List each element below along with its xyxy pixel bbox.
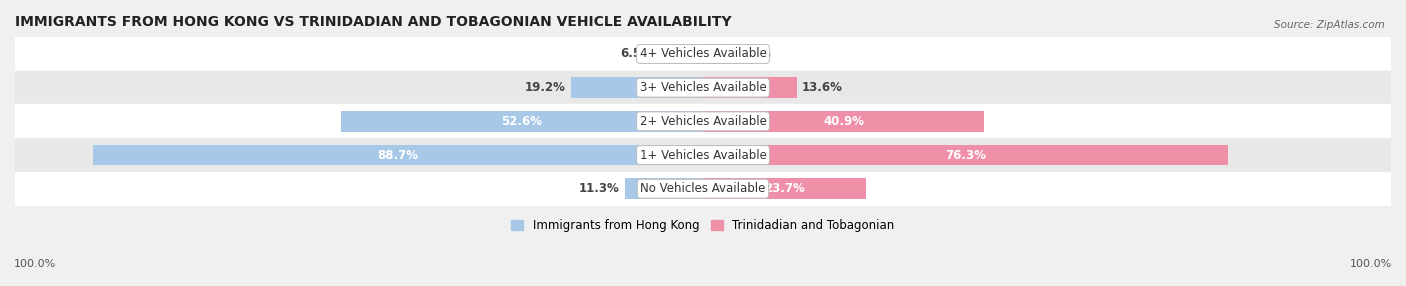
Text: 11.3%: 11.3% [579, 182, 620, 195]
Bar [15, 138, 1391, 172]
Text: 4.3%: 4.3% [738, 47, 770, 60]
Text: 40.9%: 40.9% [823, 115, 865, 128]
Text: 52.6%: 52.6% [502, 115, 543, 128]
Text: 2+ Vehicles Available: 2+ Vehicles Available [640, 115, 766, 128]
Text: 4+ Vehicles Available: 4+ Vehicles Available [640, 47, 766, 60]
Text: 76.3%: 76.3% [945, 148, 986, 162]
Text: 13.6%: 13.6% [801, 81, 844, 94]
Text: 23.7%: 23.7% [763, 182, 804, 195]
Bar [15, 37, 1391, 71]
Bar [571, 77, 703, 98]
Text: 100.0%: 100.0% [14, 259, 56, 269]
Bar [703, 178, 866, 199]
Text: 3+ Vehicles Available: 3+ Vehicles Available [640, 81, 766, 94]
Bar [703, 77, 797, 98]
Bar [703, 145, 1227, 166]
Text: 6.5%: 6.5% [620, 47, 652, 60]
Text: No Vehicles Available: No Vehicles Available [640, 182, 766, 195]
Bar [93, 145, 703, 166]
Bar [342, 111, 703, 132]
Text: 100.0%: 100.0% [1350, 259, 1392, 269]
Text: 19.2%: 19.2% [524, 81, 565, 94]
Bar [703, 43, 733, 64]
Text: Source: ZipAtlas.com: Source: ZipAtlas.com [1274, 20, 1385, 30]
Legend: Immigrants from Hong Kong, Trinidadian and Tobagonian: Immigrants from Hong Kong, Trinidadian a… [506, 214, 900, 237]
Text: IMMIGRANTS FROM HONG KONG VS TRINIDADIAN AND TOBAGONIAN VEHICLE AVAILABILITY: IMMIGRANTS FROM HONG KONG VS TRINIDADIAN… [15, 15, 731, 29]
Text: 1+ Vehicles Available: 1+ Vehicles Available [640, 148, 766, 162]
Bar [15, 71, 1391, 104]
Bar [15, 172, 1391, 206]
Text: 88.7%: 88.7% [377, 148, 419, 162]
Bar [658, 43, 703, 64]
Bar [15, 104, 1391, 138]
Bar [703, 111, 984, 132]
Bar [626, 178, 703, 199]
